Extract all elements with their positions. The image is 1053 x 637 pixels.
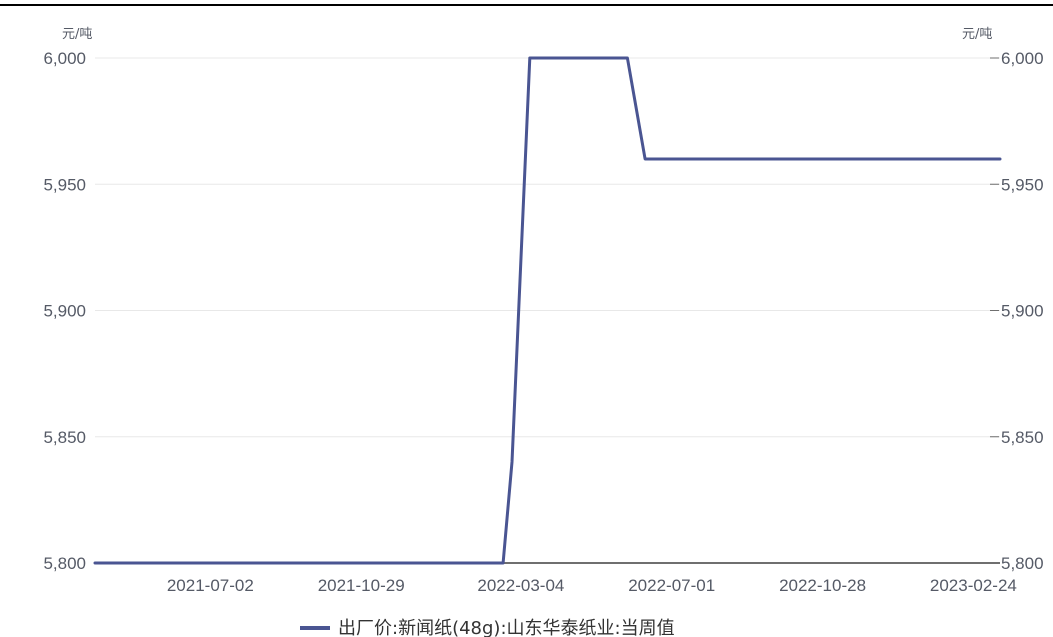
- y-tick-label-right: 6,000: [1001, 49, 1044, 68]
- y-tick-label-right: 5,800: [1001, 554, 1044, 573]
- y-tick-label-right: 5,850: [1001, 428, 1044, 447]
- gridlines: [95, 57, 1000, 438]
- y-tick-label-right: 5,900: [1001, 302, 1044, 321]
- y-axis-unit-left: 元/吨: [62, 27, 92, 42]
- y-tick-label-left: 5,850: [43, 428, 86, 447]
- y-tick-label-left: 6,000: [43, 49, 86, 68]
- y-axis-left: 5,800 5,850 5,900 5,950 6,000: [43, 49, 86, 573]
- y-tick-label-left: 5,800: [43, 554, 86, 573]
- y-tick-label-left: 5,900: [43, 302, 86, 321]
- y-tick-label-left: 5,950: [43, 175, 86, 194]
- x-tick-label: 2022-03-04: [477, 576, 564, 595]
- x-tick-label: 2021-07-02: [167, 576, 254, 595]
- x-axis: 2021-07-02 2021-10-29 2022-03-04 2022-07-01…: [167, 576, 1017, 595]
- series-line: [93, 56, 1002, 565]
- x-tick-label: 2022-07-01: [628, 576, 715, 595]
- x-tick-label: 2022-10-28: [779, 576, 866, 595]
- y-axis-unit-right: 元/吨: [962, 27, 992, 42]
- legend-label: 出厂价:新闻纸(48g):山东华泰纸业:当周值: [338, 618, 675, 637]
- legend[interactable]: 出厂价:新闻纸(48g):山东华泰纸业:当周值: [300, 618, 675, 637]
- y-tick-label-right: 5,950: [1001, 175, 1044, 194]
- y-axis-right: 5,800 5,850 5,900 5,950 6,000: [990, 49, 1044, 573]
- x-tick-label: 2021-10-29: [318, 576, 405, 595]
- x-tick-label: 2023-02-24: [930, 576, 1017, 595]
